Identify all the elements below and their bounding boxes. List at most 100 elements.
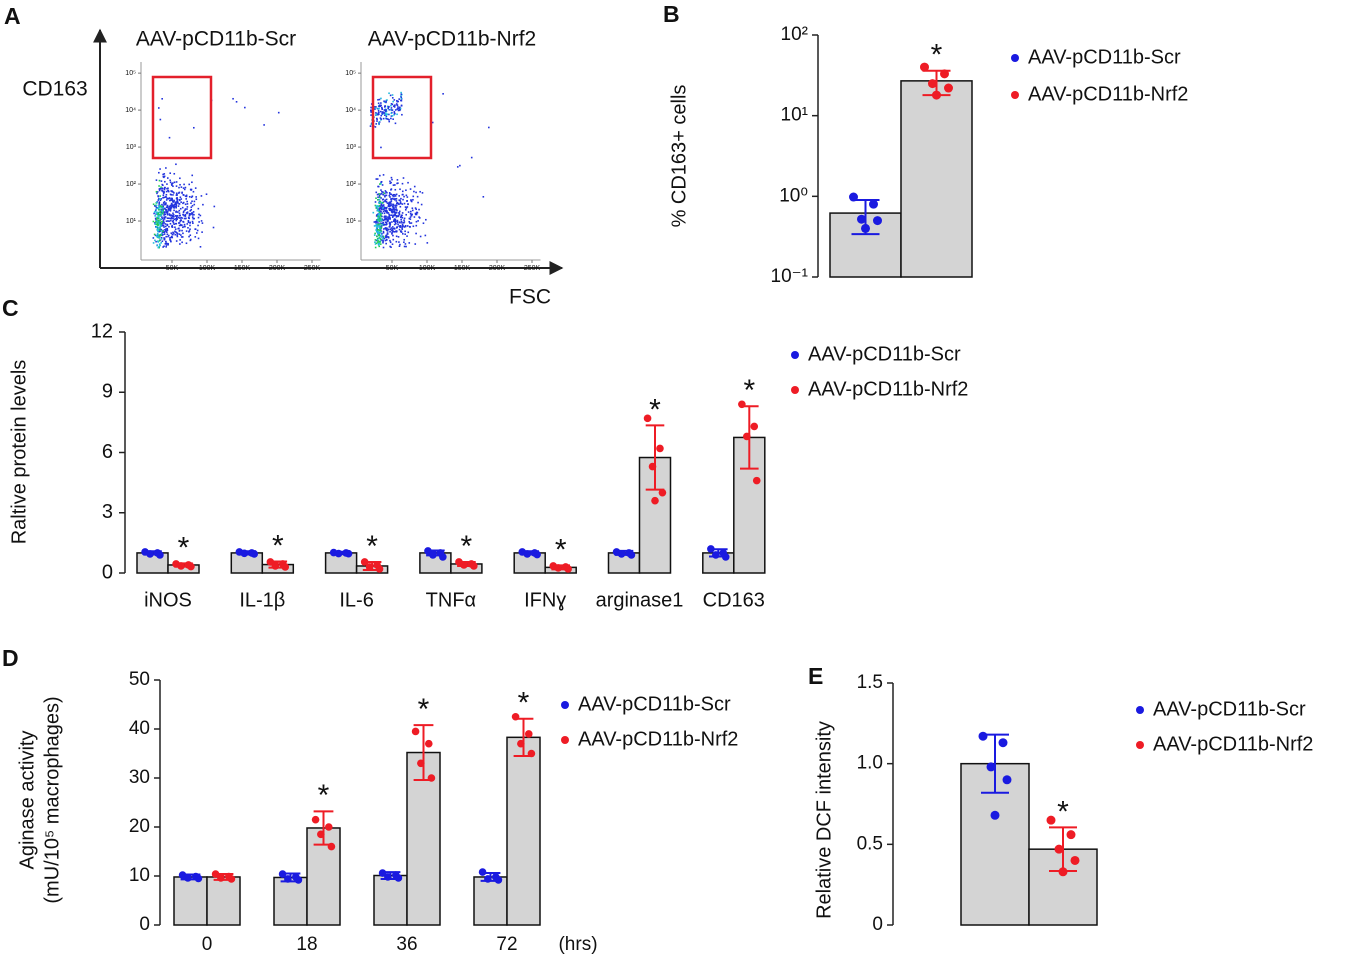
event-dot: [162, 222, 164, 224]
event-dot: [385, 114, 388, 116]
event-dot: [184, 208, 187, 210]
event-dot: [402, 198, 404, 201]
event-dot: [159, 213, 161, 216]
data-point: [278, 870, 287, 878]
event-dot: [377, 121, 380, 124]
event-dot: [397, 236, 400, 238]
event-dot: [378, 226, 380, 228]
event-dot: [375, 239, 378, 242]
event-dot: [157, 241, 160, 243]
event-dot: [376, 178, 379, 180]
data-point: [1066, 830, 1076, 840]
event-dot: [187, 226, 189, 229]
event-dot: [153, 205, 156, 207]
event-dot: [166, 229, 169, 232]
event-dot: [393, 223, 396, 226]
event-dot: [379, 206, 381, 208]
x-tick-label: 100K: [419, 265, 436, 272]
event-dot: [169, 181, 172, 184]
event-dot: [398, 241, 400, 243]
event-dot: [394, 122, 397, 125]
event-dot: [168, 225, 170, 228]
event-dot: [190, 188, 193, 191]
event-dot: [178, 233, 181, 235]
event-dot: [157, 199, 160, 201]
event-dot: [398, 107, 401, 110]
event-dot: [175, 222, 178, 225]
event-dot: [175, 206, 177, 209]
event-dot: [195, 196, 197, 198]
event-dot: [172, 220, 174, 223]
event-dot: [378, 224, 381, 227]
event-dot: [170, 197, 173, 200]
event-dot: [401, 222, 403, 224]
event-dot: [394, 184, 396, 186]
event-dot: [158, 234, 161, 237]
event-dot: [395, 209, 398, 211]
event-dot: [156, 232, 159, 235]
event-dot: [163, 233, 166, 235]
event-dot: [189, 238, 192, 241]
event-dot: [375, 123, 378, 125]
event-dot: [158, 246, 160, 249]
event-dot: [416, 211, 418, 214]
data-point: [211, 870, 220, 878]
x-tick-label: 36: [396, 934, 417, 955]
event-dot: [380, 192, 383, 195]
event-dot: [189, 209, 192, 212]
event-dot: [400, 91, 402, 94]
event-dot: [426, 242, 429, 244]
event-dot: [164, 216, 167, 218]
event-dot: [188, 230, 191, 232]
x-tick-label: iNOS: [144, 589, 192, 611]
event-dot: [375, 229, 377, 231]
event-dot: [402, 233, 404, 235]
event-dot: [397, 106, 399, 108]
event-dot: [168, 197, 171, 199]
event-dot: [186, 223, 189, 225]
event-dot: [396, 100, 399, 103]
event-dot: [158, 205, 160, 208]
data-point: [460, 561, 468, 569]
event-dot: [377, 210, 380, 212]
event-dot: [404, 243, 407, 245]
event-dot: [395, 193, 398, 196]
event-dot: [163, 231, 166, 234]
event-dot: [379, 234, 382, 237]
event-dot: [395, 235, 398, 238]
event-dot: [380, 182, 382, 185]
event-dot: [175, 197, 178, 200]
event-dot: [175, 240, 178, 242]
event-dot: [162, 184, 164, 187]
event-dot: [389, 196, 391, 198]
event-dot: [375, 178, 378, 180]
event-dot: [185, 212, 188, 214]
event-dot: [263, 124, 265, 126]
event-dot: [388, 92, 390, 95]
event-dot: [196, 229, 199, 232]
event-dot: [160, 222, 163, 225]
data-point: [184, 874, 192, 882]
event-dot: [170, 207, 173, 209]
event-dot: [171, 184, 173, 187]
event-dot: [191, 212, 194, 215]
event-dot: [170, 214, 173, 217]
event-dot: [179, 217, 181, 219]
event-dot: [392, 227, 394, 230]
event-dot: [383, 228, 385, 230]
event-dot: [378, 245, 381, 248]
event-dot: [376, 235, 378, 238]
event-dot: [183, 183, 185, 186]
event-dot: [380, 203, 383, 206]
event-dot: [190, 196, 193, 199]
event-dot: [378, 98, 381, 101]
event-dot: [375, 206, 378, 208]
data-point: [998, 738, 1008, 748]
event-dot: [154, 209, 157, 212]
event-dot: [380, 236, 383, 238]
event-dot: [156, 211, 158, 213]
event-dot: [412, 195, 415, 198]
event-dot: [375, 113, 378, 116]
y-axis-label: (mU/10⁵ macrophages): [41, 696, 63, 903]
